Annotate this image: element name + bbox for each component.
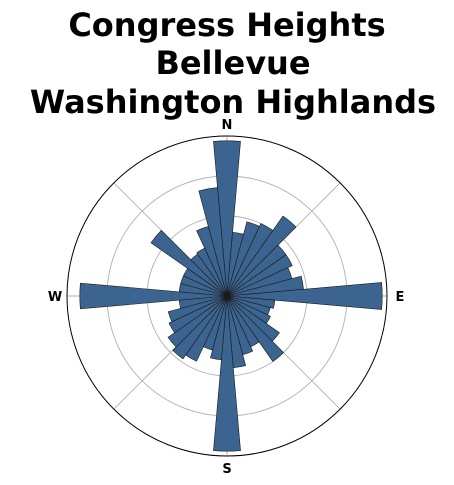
bar-bearing-270 <box>79 282 228 310</box>
polar-bars <box>79 140 383 452</box>
polar-outer-ring <box>66 135 388 457</box>
bar-bearing-40 <box>226 215 297 297</box>
bar-bearing-240 <box>168 295 228 334</box>
bar-bearing-250 <box>167 295 228 323</box>
chart-title-line-2: Bellevue <box>155 44 310 82</box>
bar-bearing-310 <box>150 229 228 297</box>
bar-bearing-140 <box>226 295 284 362</box>
bar-bearing-350 <box>198 187 228 297</box>
bar-bearing-0 <box>213 140 241 297</box>
chart-title-line-3: Washington Highlands <box>30 83 436 121</box>
bar-bearing-180 <box>213 295 241 452</box>
bar-bearing-220 <box>172 295 228 360</box>
chart-title-line-1: Congress Heights <box>68 6 385 44</box>
bar-bearing-230 <box>167 295 228 348</box>
direction-label-south: S <box>222 462 231 477</box>
bar-bearing-60 <box>226 254 293 297</box>
bar-bearing-90 <box>226 282 383 310</box>
direction-label-north: N <box>222 118 233 133</box>
direction-label-east: E <box>396 290 405 305</box>
direction-label-west: W <box>48 290 62 305</box>
